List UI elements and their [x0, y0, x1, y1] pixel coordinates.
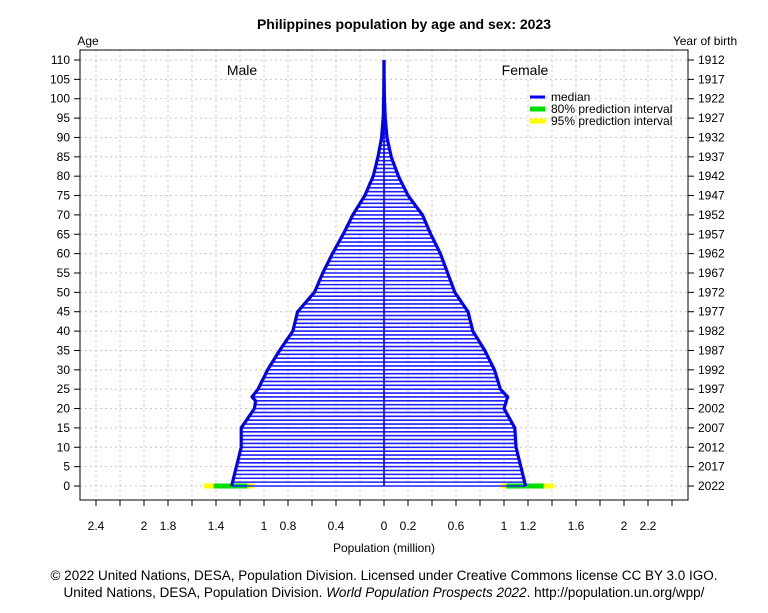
copyright-line: © 2022 United Nations, DESA, Population … — [50, 568, 718, 583]
citation-prefix: United Nations, DESA, Population Divisio… — [63, 585, 327, 600]
age-tick-label-35: 35 — [57, 343, 71, 357]
year-tick-label-2022: 2022 — [698, 479, 725, 493]
left-axis-label: Age — [77, 34, 99, 48]
x-tick-label--1: 1 — [261, 519, 268, 533]
x-tick-label-2.2: 2.2 — [640, 519, 657, 533]
year-tick-label-1927: 1927 — [698, 111, 725, 125]
grid — [80, 50, 688, 500]
legend: median 80% prediction interval 95% predi… — [530, 90, 672, 128]
age-tick-label-90: 90 — [57, 130, 71, 144]
year-tick-label-1992: 1992 — [698, 363, 725, 377]
year-tick-label-1922: 1922 — [698, 92, 725, 106]
age-tick-label-105: 105 — [50, 72, 70, 86]
year-tick-label-1982: 1982 — [698, 324, 725, 338]
year-tick-label-2012: 2012 — [698, 440, 725, 454]
year-tick-label-2017: 2017 — [698, 460, 725, 474]
legend-label-80: 80% prediction interval — [551, 102, 672, 116]
male-label: Male — [227, 62, 258, 78]
year-tick-label-1967: 1967 — [698, 266, 725, 280]
x-axis-label: Population (million) — [333, 541, 435, 555]
x-tick-label--2: 2 — [141, 519, 148, 533]
age-tick-label-75: 75 — [57, 189, 71, 203]
age-tick-label-10: 10 — [57, 440, 71, 454]
x-tick-label-0.2: 0.2 — [400, 519, 417, 533]
age-tick-label-100: 100 — [50, 92, 70, 106]
age-tick-label-55: 55 — [57, 266, 71, 280]
chart-title: Philippines population by age and sex: 2… — [257, 16, 551, 32]
year-tick-label-1937: 1937 — [698, 150, 725, 164]
x-tick-label--2.4: 2.4 — [88, 519, 105, 533]
x-tick-label-1.2: 1.2 — [520, 519, 537, 533]
x-tick-label-1: 1 — [501, 519, 508, 533]
age-tick-label-15: 15 — [57, 421, 71, 435]
citation-title: World Population Prospects 2022 — [326, 585, 527, 600]
age-tick-label-80: 80 — [57, 169, 71, 183]
age-tick-label-50: 50 — [57, 285, 71, 299]
right-axis-label: Year of birth — [673, 34, 737, 48]
year-tick-label-1942: 1942 — [698, 169, 725, 183]
x-tick-label-0.6: 0.6 — [448, 519, 465, 533]
x-tick-label--0.4: 0.4 — [328, 519, 345, 533]
year-tick-label-1972: 1972 — [698, 285, 725, 299]
citation-line: United Nations, DESA, Population Divisio… — [0, 585, 768, 600]
x-tick-label--1.8: 1.8 — [160, 519, 177, 533]
age-tick-label-30: 30 — [57, 363, 71, 377]
x-tick-label-1.6: 1.6 — [568, 519, 585, 533]
x-tick-label--1.4: 1.4 — [208, 519, 225, 533]
male-median-outline — [230, 60, 386, 487]
age-tick-label-110: 110 — [51, 53, 70, 67]
bars — [204, 59, 554, 489]
age-tick-label-5: 5 — [63, 460, 70, 474]
year-tick-label-1932: 1932 — [698, 130, 725, 144]
year-tick-label-1962: 1962 — [698, 247, 725, 261]
legend-label-median: median — [551, 90, 590, 104]
x-tick-label--0.8: 0.8 — [280, 519, 297, 533]
year-tick-label-1997: 1997 — [698, 382, 725, 396]
year-tick-label-2007: 2007 — [698, 421, 725, 435]
year-tick-label-1917: 1917 — [698, 72, 725, 86]
year-tick-label-1957: 1957 — [698, 227, 725, 241]
age-tick-label-95: 95 — [57, 111, 71, 125]
age-tick-label-60: 60 — [57, 247, 71, 261]
female-label: Female — [502, 62, 549, 78]
year-tick-label-1947: 1947 — [698, 189, 725, 203]
age-tick-label-20: 20 — [57, 402, 71, 416]
female-median-outline — [382, 60, 528, 487]
year-tick-label-1987: 1987 — [698, 343, 725, 357]
citation-suffix: . http://population.un.org/wpp/ — [526, 585, 705, 600]
age-tick-label-0: 0 — [63, 479, 70, 493]
age-tick-label-70: 70 — [57, 208, 71, 222]
legend-label-95: 95% prediction interval — [551, 114, 672, 128]
year-tick-label-1952: 1952 — [698, 208, 725, 222]
age-tick-label-40: 40 — [57, 324, 71, 338]
year-tick-label-1912: 1912 — [698, 53, 725, 67]
year-tick-label-2002: 2002 — [698, 402, 725, 416]
age-tick-label-85: 85 — [57, 150, 71, 164]
population-pyramid-chart: Philippines population by age and sex: 2… — [50, 16, 737, 555]
x-tick-label-2: 2 — [621, 519, 628, 533]
age-tick-label-25: 25 — [57, 382, 71, 396]
age-tick-label-45: 45 — [57, 305, 71, 319]
x-tick-label-0: 0 — [381, 519, 388, 533]
year-tick-label-1977: 1977 — [698, 305, 725, 319]
age-tick-label-65: 65 — [57, 227, 71, 241]
